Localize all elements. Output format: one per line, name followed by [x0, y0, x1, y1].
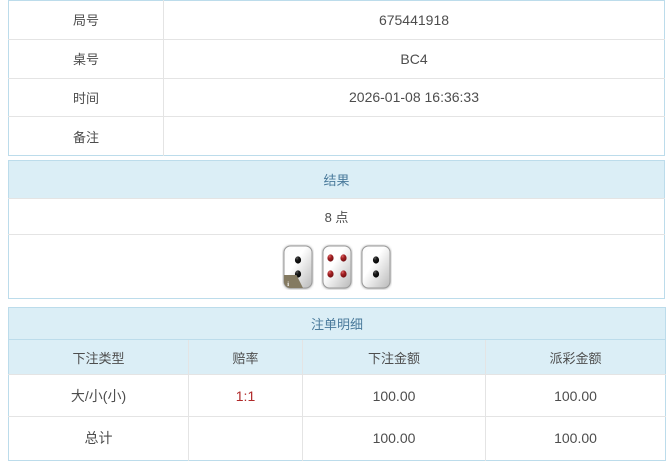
svg-text:i: i: [287, 281, 289, 288]
